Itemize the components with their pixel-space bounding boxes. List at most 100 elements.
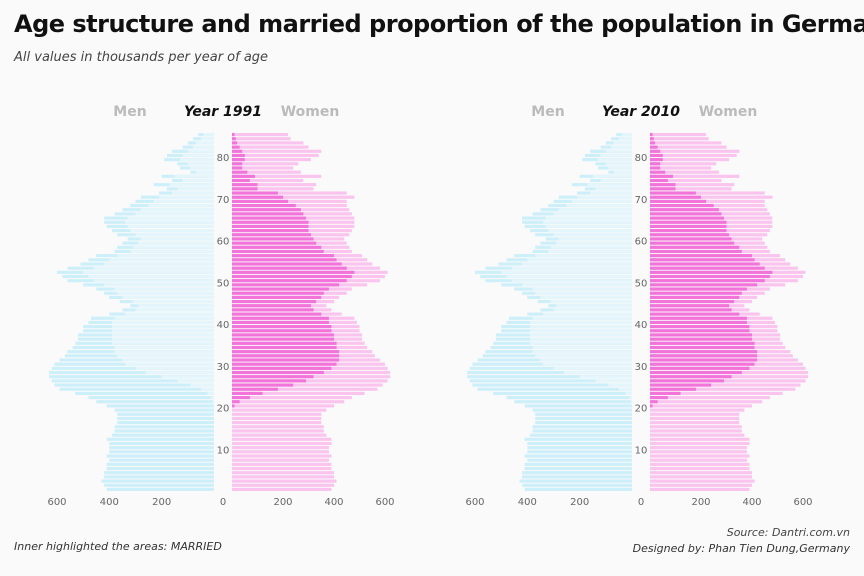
women-total-bar bbox=[650, 466, 750, 471]
women-married-bar bbox=[650, 145, 658, 149]
women-total-bar bbox=[650, 441, 750, 446]
women-married-bar bbox=[650, 291, 742, 295]
chart-subtitle: All values in thousands per year of age bbox=[14, 50, 269, 65]
men-married-bar bbox=[511, 266, 632, 270]
women-married-bar bbox=[650, 191, 696, 195]
men-total-bar bbox=[106, 454, 214, 458]
age-tick-label: 10 bbox=[217, 445, 230, 456]
chart-title: Age structure and married proportion of … bbox=[14, 10, 864, 38]
men-married-bar bbox=[212, 400, 214, 404]
men-total-bar bbox=[532, 429, 632, 433]
women-total-bar bbox=[650, 158, 730, 162]
women-married-bar bbox=[232, 274, 352, 279]
men-married-bar bbox=[127, 216, 214, 220]
men-married-bar bbox=[93, 279, 214, 283]
men-married-bar bbox=[592, 174, 632, 178]
men-married-bar bbox=[629, 395, 632, 400]
men-married-bar bbox=[618, 137, 632, 141]
women-married-bar bbox=[232, 312, 322, 316]
age-tick-label: 50 bbox=[635, 278, 648, 289]
women-total-bar bbox=[232, 379, 388, 383]
men-married-bar bbox=[535, 354, 632, 358]
women-total-bar bbox=[232, 170, 301, 174]
women-married-bar bbox=[650, 379, 724, 383]
men-married-bar bbox=[527, 258, 632, 262]
women-married-bar bbox=[232, 283, 340, 287]
men-married-bar bbox=[153, 199, 214, 203]
women-total-bar bbox=[650, 187, 732, 191]
men-total-bar bbox=[75, 391, 214, 395]
men-total-bar bbox=[109, 450, 214, 454]
men-married-bar bbox=[104, 283, 214, 287]
women-married-bar bbox=[232, 237, 314, 241]
age-tick-label: 60 bbox=[217, 237, 230, 248]
women-married-bar bbox=[650, 270, 773, 274]
men-total-bar bbox=[527, 441, 632, 446]
men-total-bar bbox=[529, 433, 632, 437]
women-total-bar bbox=[232, 141, 304, 145]
men-married-bar bbox=[529, 337, 632, 341]
men-married-bar bbox=[532, 316, 632, 320]
women-married-bar bbox=[650, 345, 755, 350]
women-married-bar bbox=[232, 404, 235, 408]
men-total-bar bbox=[493, 391, 632, 395]
men-married-bar bbox=[553, 366, 632, 370]
men-married-bar bbox=[543, 362, 632, 366]
women-axis-tick: 600 bbox=[375, 497, 394, 508]
men-axis-tick: 0 bbox=[220, 497, 226, 508]
men-married-bar bbox=[553, 233, 632, 237]
men-married-bar bbox=[117, 291, 214, 295]
women-married-bar bbox=[232, 270, 355, 274]
men-married-bar bbox=[553, 308, 632, 312]
women-married-bar bbox=[232, 133, 235, 137]
men-total-bar bbox=[535, 412, 632, 416]
women-married-bar bbox=[232, 158, 245, 162]
women-total-bar bbox=[650, 412, 740, 416]
women-total-bar bbox=[232, 178, 304, 183]
women-total-bar bbox=[650, 395, 770, 400]
men-married-bar bbox=[169, 183, 214, 187]
women-married-bar bbox=[232, 358, 340, 362]
men-married-bar bbox=[532, 350, 632, 354]
age-tick-label: 70 bbox=[217, 195, 230, 206]
women-married-bar bbox=[650, 400, 658, 404]
men-married-bar bbox=[571, 199, 632, 203]
men-married-bar bbox=[600, 153, 632, 158]
women-total-bar bbox=[650, 191, 765, 195]
women-married-bar bbox=[232, 304, 312, 308]
women-married-bar bbox=[650, 220, 727, 224]
men-married-bar bbox=[125, 220, 214, 224]
women-total-bar bbox=[232, 483, 334, 487]
women-married-bar bbox=[232, 366, 332, 370]
men-married-bar bbox=[611, 145, 632, 149]
women-total-bar bbox=[232, 166, 294, 170]
women-married-bar bbox=[232, 174, 255, 178]
men-married-bar bbox=[114, 350, 214, 354]
women-total-bar bbox=[650, 162, 717, 166]
men-axis-tick: 200 bbox=[570, 497, 589, 508]
men-married-bar bbox=[193, 145, 214, 149]
women-total-bar bbox=[650, 446, 747, 450]
men-total-bar bbox=[514, 400, 632, 404]
women-total-bar bbox=[650, 133, 707, 137]
men-married-bar bbox=[195, 170, 214, 174]
women-married-bar bbox=[650, 320, 747, 325]
women-total-bar bbox=[650, 153, 737, 158]
women-married-bar bbox=[232, 308, 314, 312]
women-married-bar bbox=[650, 262, 760, 266]
women-total-bar bbox=[650, 145, 727, 149]
women-married-bar bbox=[650, 366, 750, 370]
men-married-bar bbox=[608, 383, 632, 387]
men-total-bar bbox=[114, 408, 214, 412]
men-total-bar bbox=[524, 462, 632, 466]
women-married-bar bbox=[650, 203, 714, 208]
men-total-bar bbox=[109, 446, 214, 450]
men-married-bar bbox=[587, 183, 632, 187]
men-married-bar bbox=[135, 212, 214, 216]
women-married-bar bbox=[650, 174, 673, 178]
women-married-bar bbox=[232, 333, 334, 337]
men-married-bar bbox=[540, 295, 632, 299]
women-total-bar bbox=[650, 425, 742, 429]
women-married-bar bbox=[232, 199, 289, 203]
women-married-bar bbox=[232, 329, 332, 333]
